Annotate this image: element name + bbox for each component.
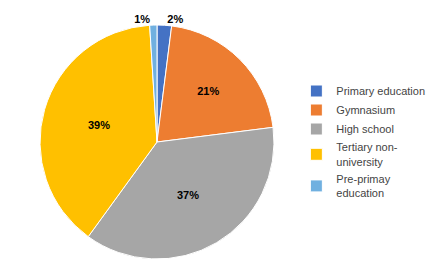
svg-text:21%: 21% <box>197 85 219 97</box>
svg-text:High school: High school <box>336 123 393 135</box>
svg-text:Tertiary non-university: Tertiary non-university <box>336 141 397 167</box>
svg-text:Pre-primayeducation: Pre-primayeducation <box>336 173 390 199</box>
svg-text:2%: 2% <box>167 13 183 25</box>
svg-text:37%: 37% <box>177 189 199 201</box>
svg-text:Primary education: Primary education <box>336 85 425 97</box>
svg-text:1%: 1% <box>134 13 150 25</box>
svg-text:Gymnasium: Gymnasium <box>336 104 395 116</box>
svg-text:39%: 39% <box>88 119 110 131</box>
